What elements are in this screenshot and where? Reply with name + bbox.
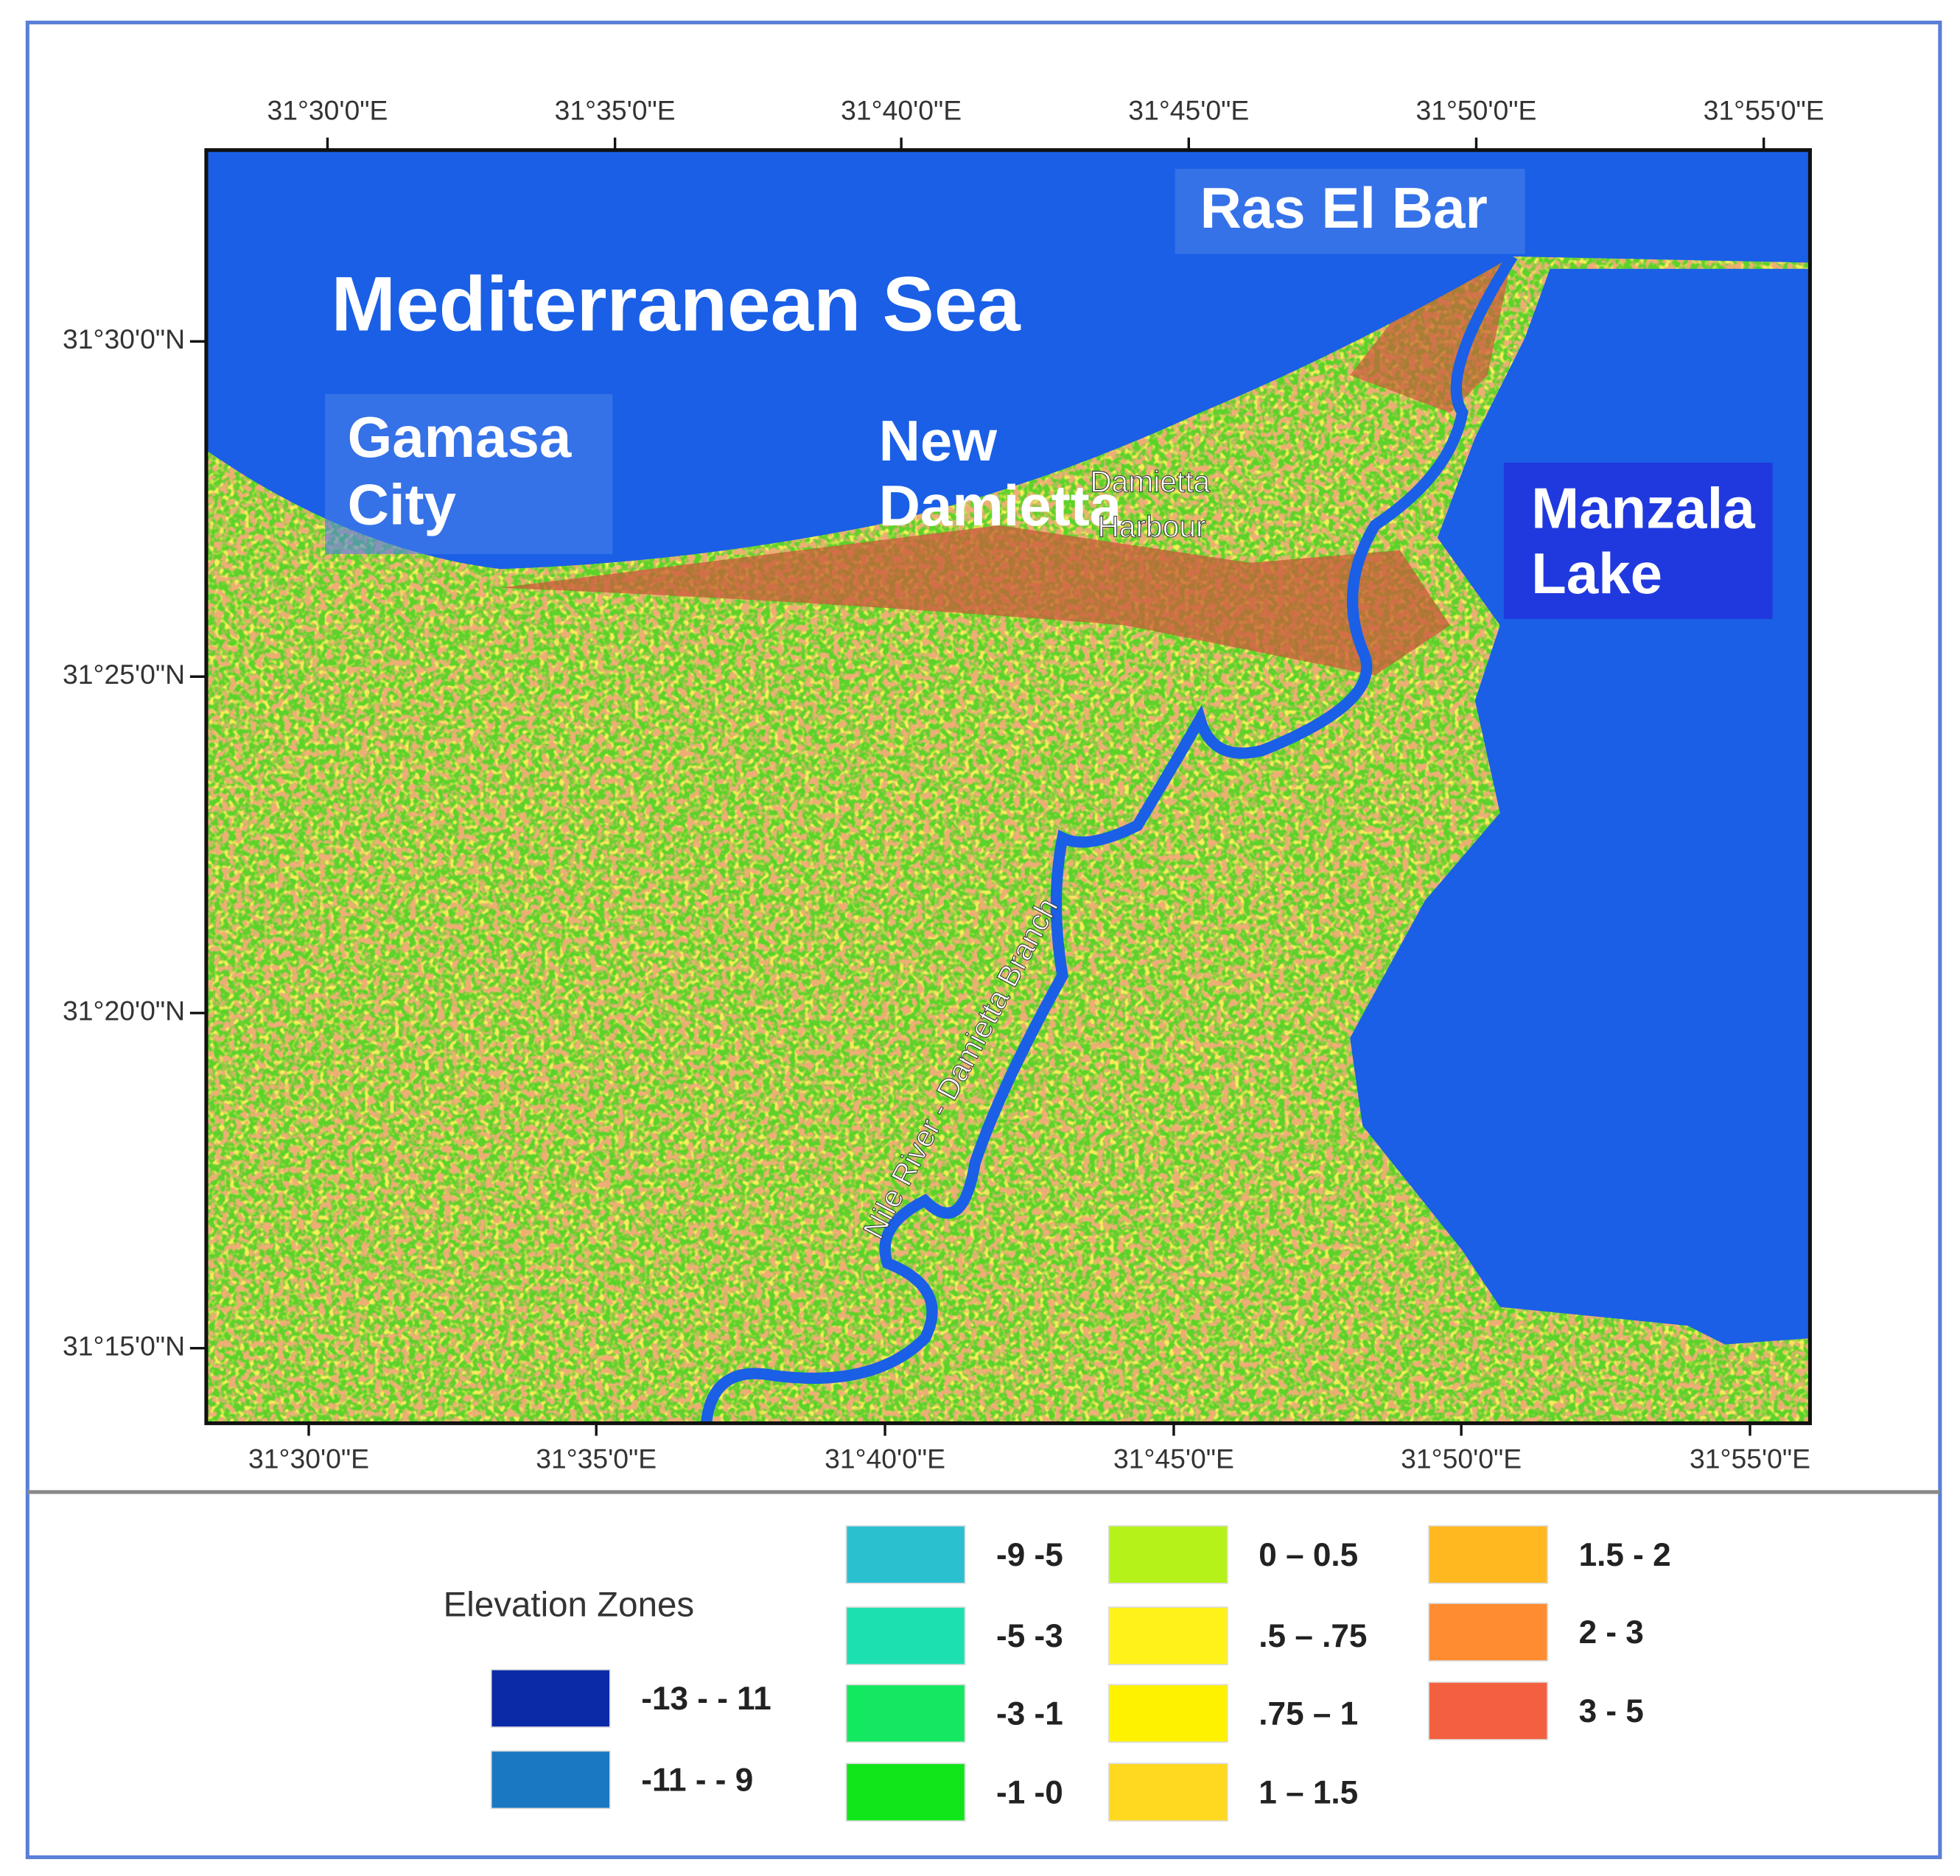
top-tick-label: 31°45'0"E [1128,95,1249,126]
place-label: City [348,472,456,536]
sea-label: Mediterranean Sea [332,262,1022,348]
legend-label: 1.5 - 2 [1579,1537,1671,1573]
legend-label: -5 -3 [996,1618,1063,1654]
map-frame [204,148,1812,1426]
label-box [1175,169,1525,254]
left-tick-label: 31°30'0"N [63,323,185,354]
legend-swatch [845,1684,966,1743]
bottom-tick-label: 31°30'0"E [248,1443,369,1474]
legend-swatch [1428,1603,1549,1662]
legend-label: 3 - 5 [1579,1693,1644,1729]
label-box [325,393,613,554]
legend-swatch [490,1669,611,1728]
legend-swatch [1107,1763,1228,1822]
legend-title: Elevation Zones [444,1586,695,1625]
legend-label: -13 - - 11 [641,1681,771,1717]
top-tick-label: 31°50'0"E [1415,95,1536,126]
legend-label: -1 -0 [996,1774,1063,1810]
label-box [1503,463,1773,620]
legend-label: 1 – 1.5 [1259,1774,1358,1810]
left-tick-label: 31°15'0"N [63,1331,185,1362]
map [206,150,1810,1424]
top-tick-label: 31°55'0"E [1704,95,1824,126]
legend-swatch [1428,1525,1549,1584]
bottom-tick-label: 31°40'0"E [825,1443,945,1474]
legend-label: -3 -1 [996,1695,1063,1732]
place-label: Damietta [1090,465,1210,499]
left-tick-label: 31°25'0"N [63,659,185,690]
legend-swatch [490,1750,611,1810]
bottom-tick-label: 31°50'0"E [1401,1443,1522,1474]
legend-swatch [1107,1684,1228,1743]
bottom-tick-label: 31°35'0"E [536,1443,657,1474]
place-label: Gamasa [348,405,572,469]
legend-label: 2 - 3 [1579,1614,1644,1651]
top-tick-label: 31°40'0"E [841,95,962,126]
place-label: New [879,408,998,473]
place-label: Damietta [879,473,1122,538]
urban-zone [500,525,1450,676]
left-tick-label: 31°20'0"N [63,995,185,1026]
legend-label: .5 – .75 [1259,1618,1367,1654]
top-tick-label: 31°35'0"E [555,95,676,126]
urban-zone [1350,256,1513,413]
legend-label: 0 – 0.5 [1259,1537,1358,1573]
legend-swatch [845,1606,966,1665]
legend-swatch [845,1525,966,1584]
place-label: Lake [1531,541,1662,606]
legend-label: -9 -5 [996,1537,1063,1573]
legend-label: .75 – 1 [1259,1695,1358,1732]
place-label: Manzala [1531,476,1755,541]
legend-label: -11 - - 9 [641,1762,753,1798]
place-label: Ras El Bar [1200,175,1488,240]
legend-swatch [1107,1606,1228,1665]
bottom-tick-label: 31°55'0"E [1690,1443,1810,1474]
bottom-tick-label: 31°45'0"E [1113,1443,1234,1474]
legend-swatch [845,1763,966,1822]
legend-swatch [1107,1525,1228,1584]
place-label: Harbour [1097,510,1205,544]
river [700,253,1518,1424]
legend-swatch [1428,1681,1549,1740]
top-tick-label: 31°30'0"E [267,95,388,126]
